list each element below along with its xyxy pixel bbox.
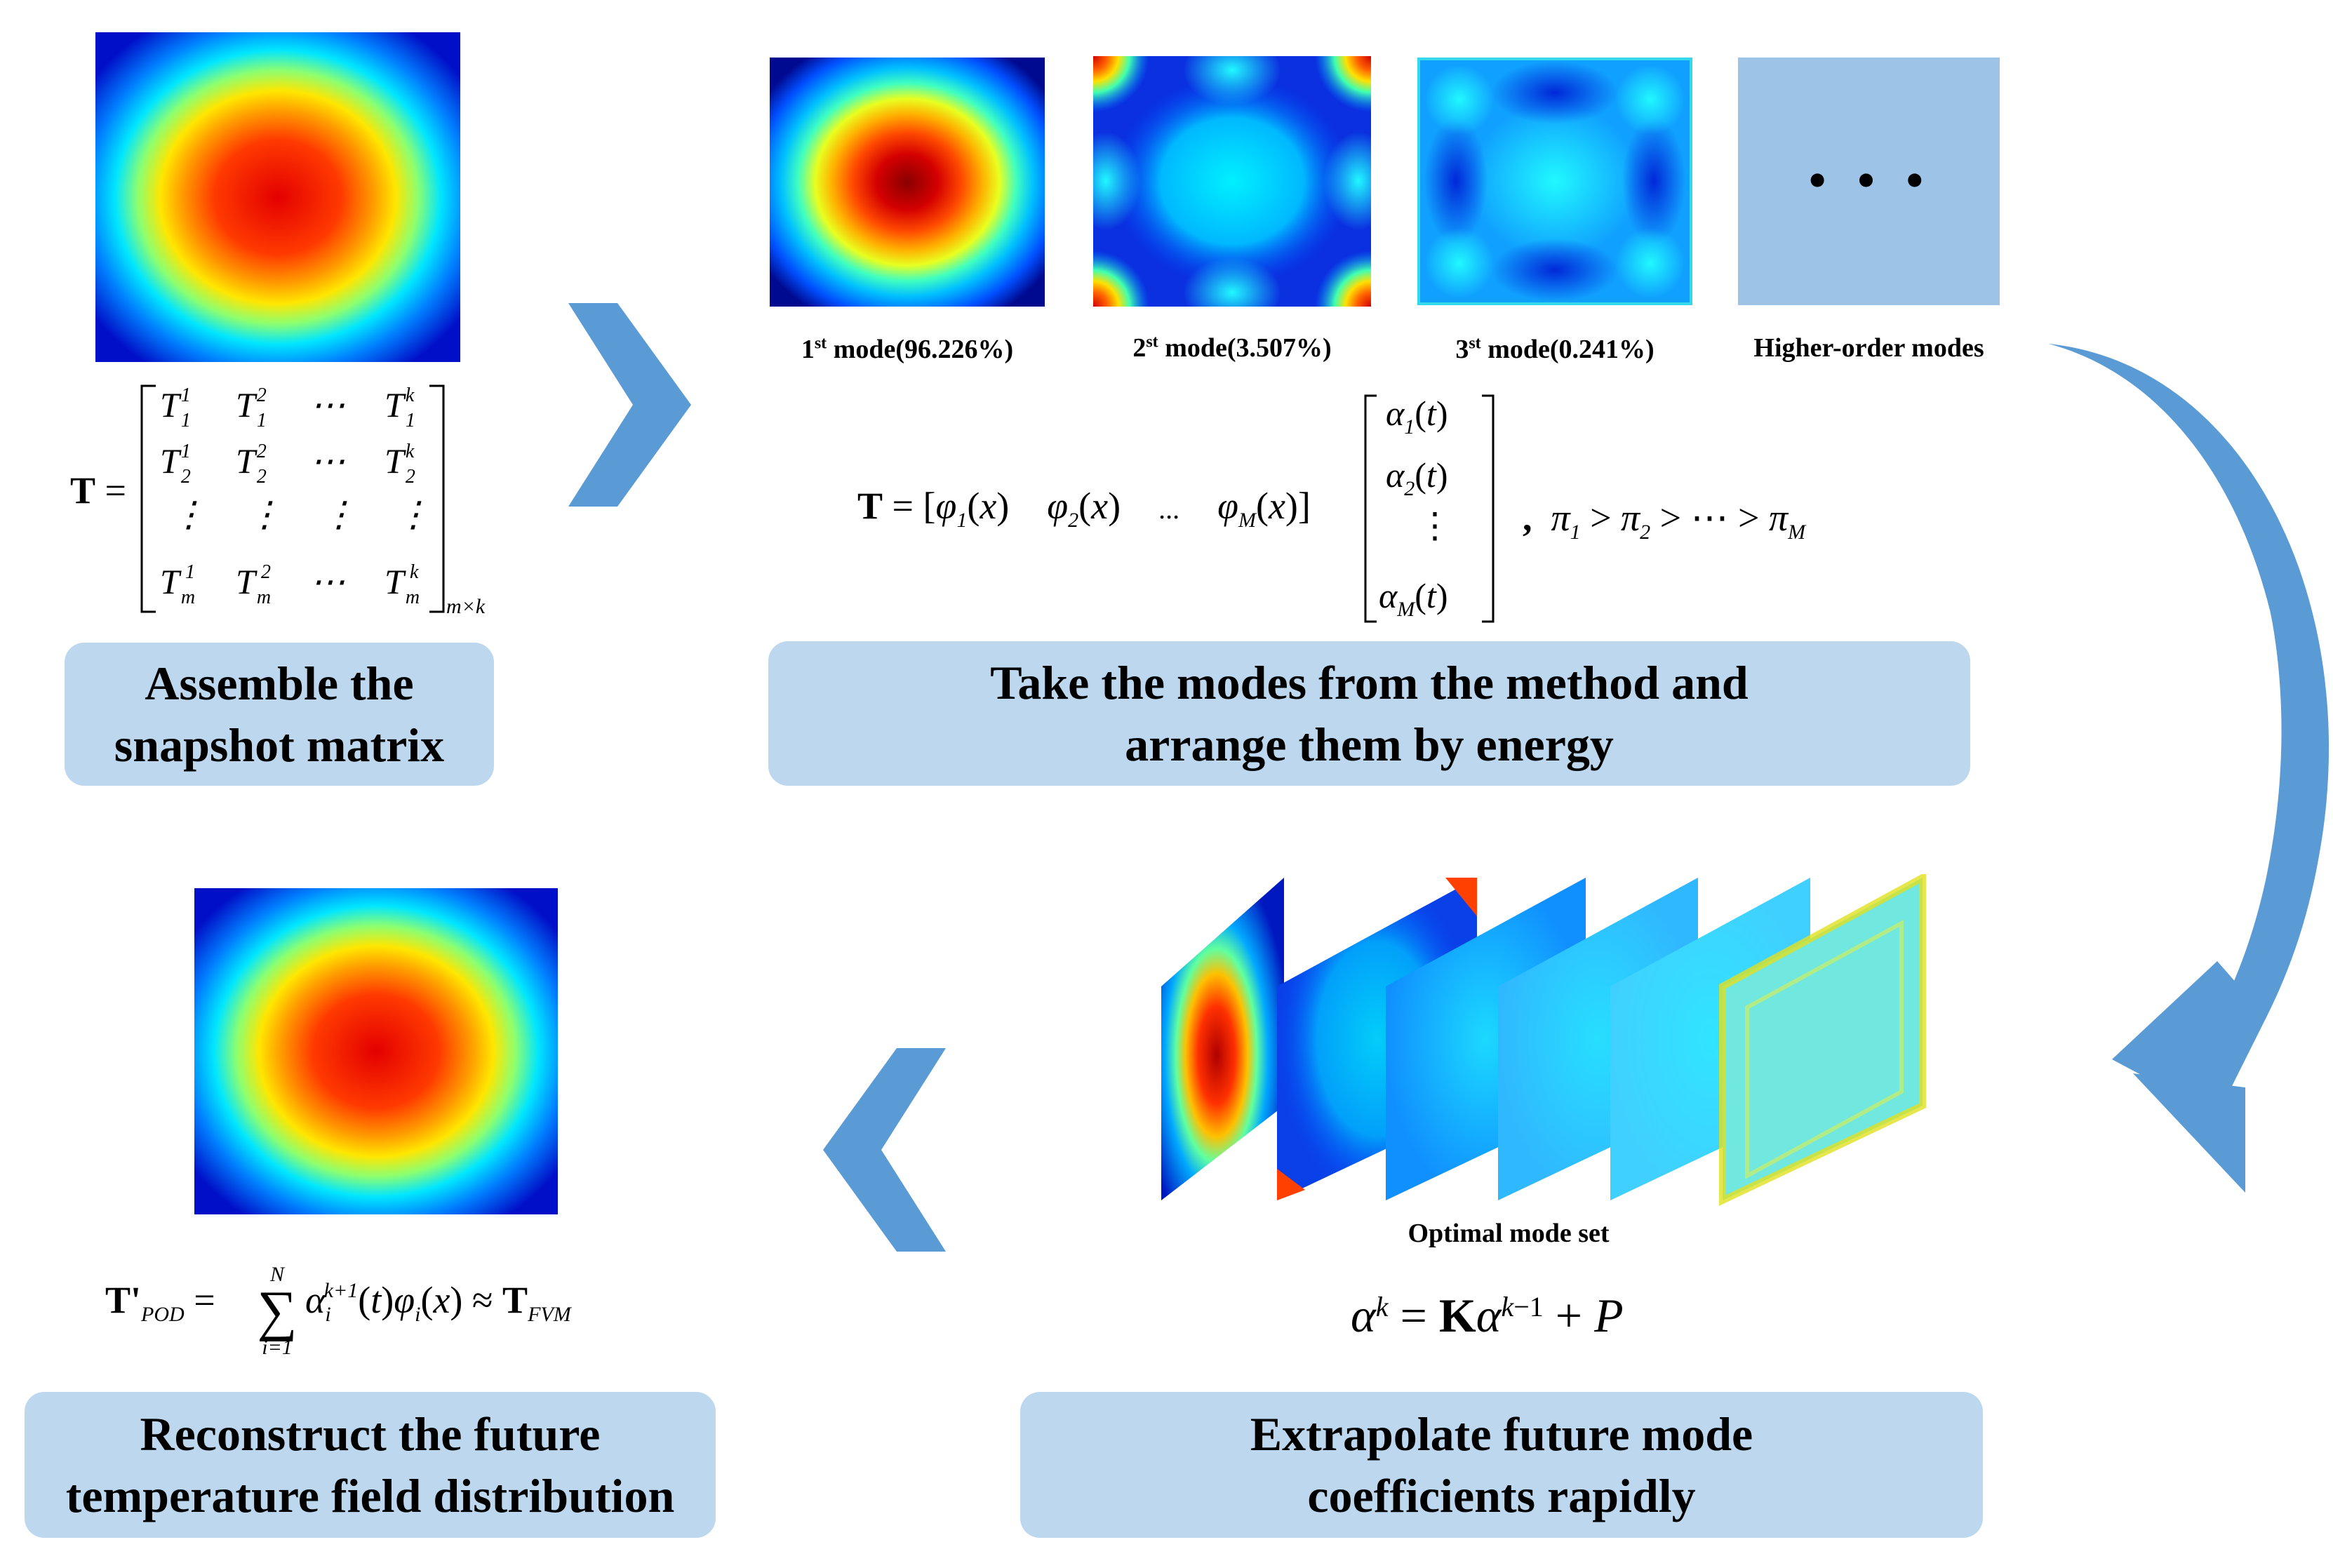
- caption-line: Assemble the: [145, 657, 414, 710]
- coef-alpha-m: αM(t): [1379, 576, 1448, 621]
- matrix-cell: Tm2: [236, 561, 272, 608]
- matrix-cell: ⋯: [310, 562, 345, 601]
- higher-order-modes-box: • • •: [1738, 58, 2000, 305]
- caption-line: snapshot matrix: [114, 718, 445, 772]
- matrix-cell: ⋮: [396, 495, 431, 534]
- matrix-cell: Tm1: [160, 561, 196, 608]
- step-reconstruct-caption: Reconstruct the future temperature field…: [25, 1392, 716, 1538]
- caption-line: coefficients rapidly: [1307, 1469, 1696, 1522]
- snapshot-matrix-equation: T =: [70, 469, 126, 511]
- caption-line: temperature field distribution: [65, 1469, 675, 1522]
- caption-line: Take the modes from the method and: [990, 656, 1749, 709]
- mode-1-label: 1st mode(96.226%): [801, 334, 1014, 364]
- ellipsis-icon: • • •: [1805, 159, 1933, 203]
- arrow-left-icon: [823, 1048, 946, 1252]
- matrix-cell: T11: [160, 384, 191, 431]
- step-modes-caption: Take the modes from the method and arran…: [768, 641, 1970, 786]
- stack-sheet-1: [1161, 878, 1284, 1200]
- sum-symbol: N ∑ i=1: [257, 1263, 298, 1359]
- caption-line: Extrapolate future mode: [1250, 1407, 1753, 1461]
- caption-line: Reconstruct the future: [140, 1407, 601, 1461]
- matrix-cell: ⋯: [310, 441, 345, 481]
- mode-2-label: 2st mode(3.507%): [1132, 333, 1332, 363]
- modes-equation: T = [φ1(x) φ2(x) ... φM(x)]: [857, 485, 1311, 532]
- reconstructed-temperature-field: [194, 888, 558, 1214]
- matrix-cell: T12: [236, 384, 267, 431]
- reconstruction-equation-rhs: αik+1(t)φi(x) ≈ TFVM: [305, 1279, 571, 1326]
- mode-3-label: 3st mode(0.241%): [1455, 334, 1655, 364]
- arrow-right-icon: [568, 303, 691, 507]
- step-assemble-caption: Assemble the snapshot matrix: [65, 643, 494, 786]
- matrix-cell: T22: [236, 441, 267, 488]
- matrix-cell: T1k: [385, 384, 415, 431]
- mode-1-field: [770, 58, 1045, 307]
- matrix-cell: ⋯: [310, 385, 345, 424]
- higher-order-label: Higher-order modes: [1753, 333, 1984, 363]
- matrix-bracket-right: [429, 384, 445, 613]
- coefficient-bracket-right: [1482, 394, 1495, 623]
- matrix-cell: ⋮: [247, 495, 282, 534]
- snapshot-temperature-field: [95, 32, 460, 362]
- energy-ordering: , π1 > π2 > ⋯ > πM: [1523, 497, 1806, 544]
- matrix-cell: Tmk: [385, 561, 420, 608]
- step-extrapolate-caption: Extrapolate future mode coefficients rap…: [1020, 1392, 1983, 1538]
- matrix-cell: T21: [160, 441, 191, 488]
- mode-2-field: [1093, 56, 1371, 307]
- matrix-cell: T2k: [385, 441, 415, 488]
- coef-vdots: ⋮: [1417, 506, 1452, 545]
- coef-alpha-1: α1(t): [1386, 394, 1448, 438]
- optimal-mode-set-label: Optimal mode set: [1408, 1219, 1610, 1248]
- coefficient-bracket-left: [1364, 394, 1377, 623]
- caption-line: arrange them by energy: [1125, 718, 1614, 771]
- coef-alpha-2: α2(t): [1386, 455, 1448, 500]
- stack-sheet-6: [1719, 874, 1926, 1206]
- matrix-cell: ⋮: [171, 495, 206, 534]
- optimal-mode-set-stack: [1161, 874, 1926, 1206]
- mode-3-field: [1417, 58, 1692, 305]
- curved-arrow-down-icon: [2049, 344, 2329, 1193]
- extrapolation-equation: αk = Kαk−1 + P: [1351, 1289, 1624, 1342]
- matrix-bracket-left: [140, 384, 156, 613]
- matrix-cell: ⋮: [321, 495, 356, 534]
- reconstruction-equation: T'POD =: [105, 1279, 215, 1326]
- matrix-size-subscript: m×k: [446, 595, 486, 618]
